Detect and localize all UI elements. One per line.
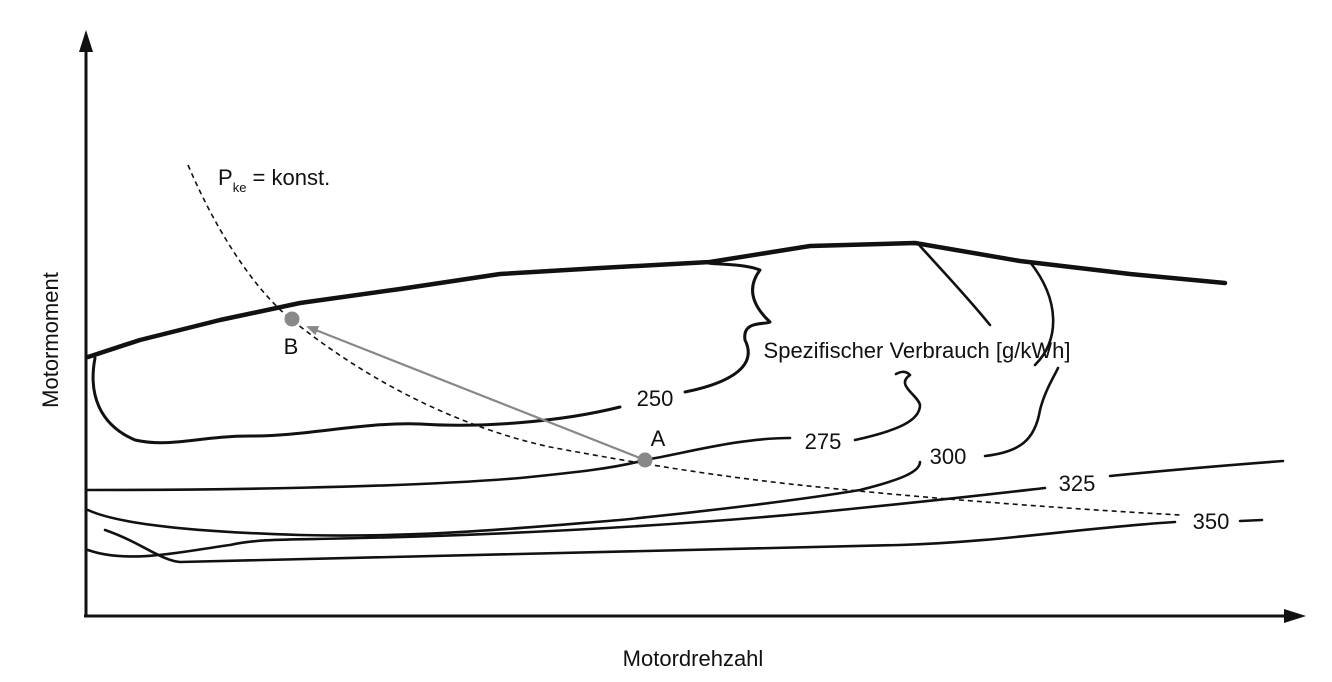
x-axis-arrowhead xyxy=(1284,609,1306,623)
point-b-marker xyxy=(284,311,300,327)
contour-label-300: 300 xyxy=(930,444,967,469)
point-a-label: A xyxy=(651,426,666,451)
power-curve-label: Pke = konst. xyxy=(218,165,330,195)
contour-350 xyxy=(103,518,1264,564)
shift-arrow xyxy=(306,325,646,462)
x-axis-title: Motordrehzahl xyxy=(623,646,764,671)
contour-275 xyxy=(86,370,922,492)
y-axis-arrowhead xyxy=(79,30,93,52)
axes xyxy=(79,30,1306,623)
contour-250 xyxy=(91,260,772,445)
consumption-label: Spezifischer Verbrauch [g/kWh] xyxy=(764,338,1071,363)
full-load-curve xyxy=(85,240,1228,360)
contour-label-250: 250 xyxy=(637,386,674,411)
contour-label-350: 350 xyxy=(1193,509,1230,534)
contour-label-275: 275 xyxy=(805,429,842,454)
power-curve-symbol: P xyxy=(218,165,233,190)
point-a-marker xyxy=(637,452,653,468)
constant-power-curve xyxy=(187,164,1181,516)
contour-300 xyxy=(86,244,1060,537)
power-curve-suffix: = konst. xyxy=(246,165,330,190)
contour-325 xyxy=(86,260,1285,558)
point-b-label: B xyxy=(284,334,299,359)
power-curve-subscript: ke xyxy=(233,180,247,195)
y-axis-title: Motormoment xyxy=(38,272,63,408)
contour-label-325: 325 xyxy=(1059,471,1096,496)
